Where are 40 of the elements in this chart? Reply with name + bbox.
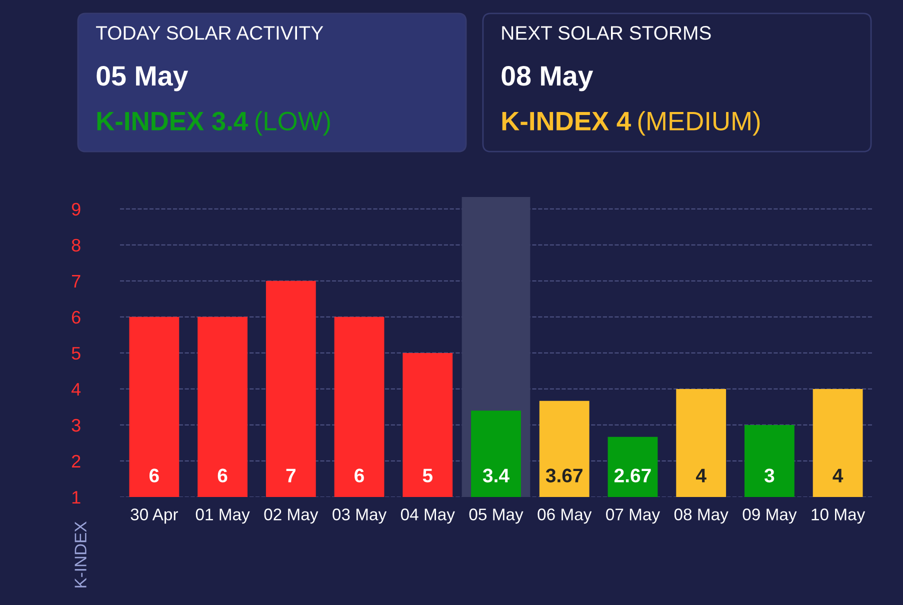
text: (MEDIUM) xyxy=(638,111,760,136)
x-tick-label: 02 May xyxy=(264,508,318,524)
data-label: 3.67 xyxy=(546,468,582,482)
x-tick-label: 05 May xyxy=(469,508,524,524)
y-tick-label: 2 xyxy=(72,454,80,468)
text: TODAY SOLAR ACTIVITY xyxy=(96,26,324,40)
data-label: 3.4 xyxy=(482,468,510,482)
text: 08 May xyxy=(502,66,594,92)
data-label: 6 xyxy=(218,468,228,482)
data-label: 4 xyxy=(832,468,844,482)
data-label: 4 xyxy=(696,468,706,482)
x-tick-label: 06 May xyxy=(538,508,592,524)
y-tick-label: 7 xyxy=(72,275,80,288)
y-axis-title: K-INDEX xyxy=(74,522,86,588)
x-tick-label: 09 May xyxy=(742,508,797,524)
x-tick-label: 01 May xyxy=(196,508,250,524)
x-tick-label: 30 Apr xyxy=(130,508,178,524)
x-tick-label: 03 May xyxy=(332,508,387,524)
data-label: 6 xyxy=(149,468,159,482)
data-label: 7 xyxy=(286,468,296,482)
data-label: 3 xyxy=(764,468,774,482)
text: K-INDEX 4 xyxy=(502,112,631,130)
x-tick-label: 07 May xyxy=(606,508,660,524)
y-tick-label: 1 xyxy=(72,491,80,504)
y-tick-label: 8 xyxy=(72,238,80,252)
text: (LOW) xyxy=(255,111,330,136)
text: 05 May xyxy=(96,66,188,92)
text: NEXT SOLAR STORMS xyxy=(502,26,711,40)
y-tick-label: 5 xyxy=(72,347,80,360)
x-tick-label: 04 May xyxy=(400,508,455,524)
data-label: 2.67 xyxy=(614,468,651,482)
data-label: 5 xyxy=(422,468,432,482)
y-tick-label: 4 xyxy=(71,383,81,396)
text: K-INDEX 3.4 xyxy=(97,112,248,131)
x-tick-label: 10 May xyxy=(812,508,866,524)
y-tick-label: 6 xyxy=(72,310,80,324)
y-tick-label: 9 xyxy=(72,202,80,216)
data-label: 6 xyxy=(354,468,364,482)
y-tick-label: 3 xyxy=(72,418,80,432)
x-tick-label: 08 May xyxy=(674,508,728,524)
